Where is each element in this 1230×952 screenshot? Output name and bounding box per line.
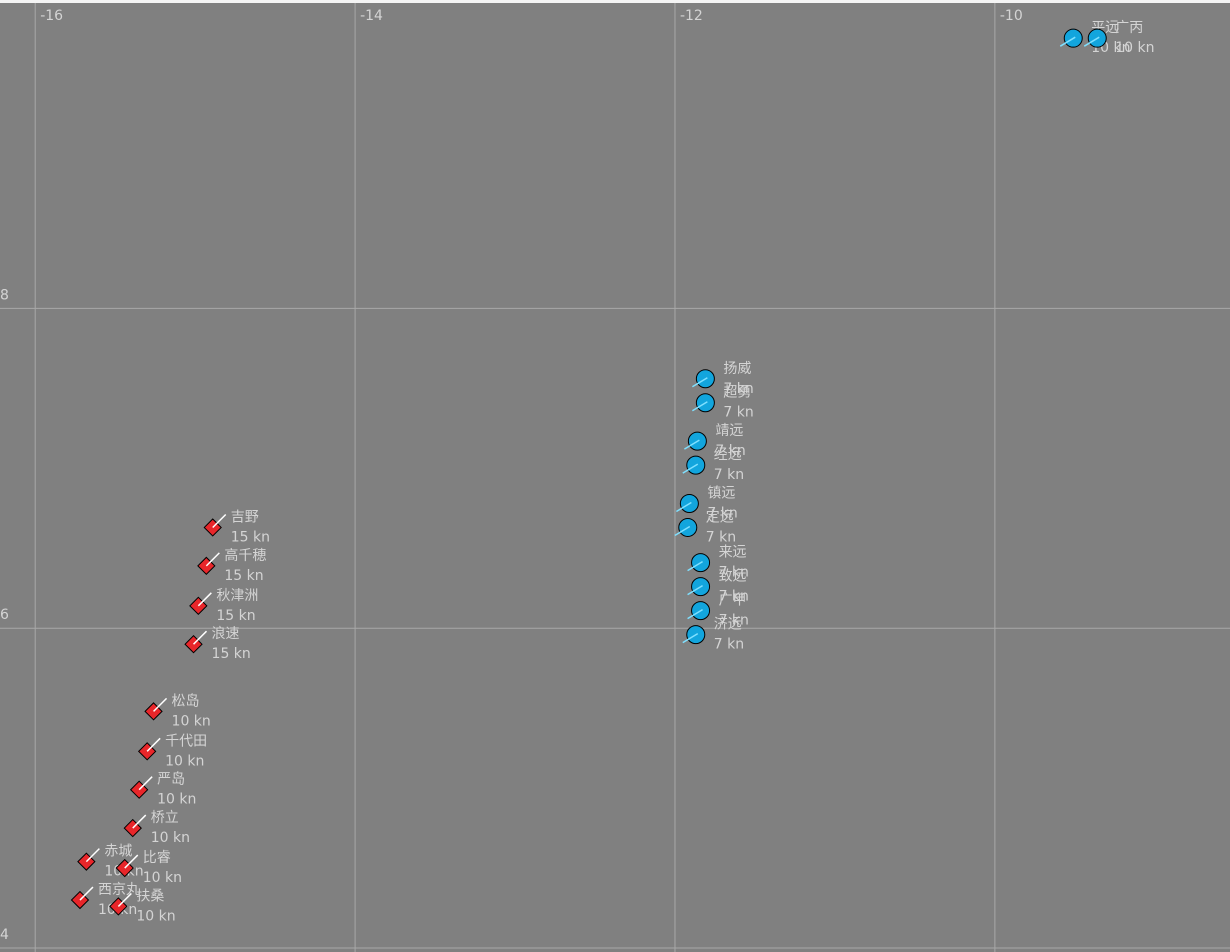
ship-name: 济远 bbox=[714, 617, 742, 633]
ship-speed: 15 kn bbox=[212, 646, 251, 662]
ship-speed: 7 kn bbox=[719, 613, 749, 629]
ship-heading bbox=[193, 630, 208, 645]
ship-heading bbox=[117, 892, 132, 907]
ship-name: 来远 bbox=[719, 545, 747, 561]
ship-heading bbox=[212, 513, 227, 528]
ship-speed: 10 kn bbox=[136, 908, 175, 924]
ship-name: 超勇 bbox=[723, 385, 751, 401]
ship-speed: 7 kn bbox=[715, 443, 745, 459]
top-border bbox=[0, 0, 1230, 3]
ship-name: 靖远 bbox=[715, 423, 743, 439]
ship-heading bbox=[691, 377, 708, 388]
ship-speed: 15 kn bbox=[224, 568, 263, 584]
ship-speed: 7 kn bbox=[706, 529, 736, 545]
x-tick-label: -10 bbox=[1000, 8, 1023, 24]
ship-speed: 7 kn bbox=[723, 405, 753, 421]
ship-heading bbox=[146, 737, 161, 752]
ship-heading bbox=[683, 439, 700, 450]
ship-name: 吉野 bbox=[231, 509, 259, 525]
ship-heading bbox=[1083, 36, 1100, 47]
ship-name: 比睿 bbox=[143, 850, 171, 866]
ship-speed: 7 kn bbox=[723, 381, 753, 397]
y-tick-label: 4 bbox=[0, 927, 9, 943]
ship-speed: 10 kn bbox=[157, 792, 196, 808]
ship-heading bbox=[682, 463, 699, 474]
ship-name: 镇远 bbox=[707, 485, 735, 501]
ship-heading bbox=[687, 584, 703, 596]
ship-name: 西京丸 bbox=[98, 882, 140, 898]
ship-heading bbox=[132, 814, 147, 829]
ship-heading bbox=[79, 886, 94, 901]
ship-name: 秋津洲 bbox=[216, 588, 258, 604]
ship-name: 高千穂 bbox=[224, 547, 266, 564]
ship-name: 广丙 bbox=[1115, 20, 1143, 36]
ship-speed: 7 kn bbox=[719, 565, 749, 581]
map-background bbox=[0, 3, 1230, 952]
ship-name: 定远 bbox=[706, 509, 734, 525]
ship-speed: 7 kn bbox=[714, 637, 744, 653]
ship-speed: 7 kn bbox=[714, 467, 744, 483]
ship-name: 赤城 bbox=[104, 844, 132, 860]
ship-name: 桥立 bbox=[151, 810, 179, 826]
ship-speed: 7 kn bbox=[707, 505, 737, 521]
ship-heading bbox=[691, 401, 708, 412]
ship-speed: 10 kn bbox=[172, 713, 211, 729]
ship-name: 扶桑 bbox=[136, 888, 164, 904]
ship-speed: 10 kn bbox=[165, 753, 204, 769]
y-tick-label: 6 bbox=[0, 607, 9, 623]
x-tick-label: -12 bbox=[680, 8, 703, 24]
ship-name: 广甲 bbox=[719, 593, 747, 609]
ship-name: 松岛 bbox=[172, 693, 200, 709]
ship-name: 千代田 bbox=[165, 733, 207, 749]
ship-speed: 7 kn bbox=[719, 589, 749, 605]
ship-heading bbox=[687, 561, 703, 572]
ship-heading bbox=[682, 632, 699, 644]
ship-heading bbox=[674, 525, 691, 537]
ship-heading bbox=[124, 854, 139, 869]
ship-heading bbox=[675, 501, 692, 513]
ship-heading bbox=[197, 592, 212, 607]
ship-name: 严岛 bbox=[157, 772, 185, 788]
ship-speed: 10 kn bbox=[1115, 40, 1154, 56]
ship-heading bbox=[85, 848, 100, 863]
ship-speed: 10 kn bbox=[151, 830, 190, 846]
x-tick-label: -14 bbox=[360, 8, 383, 24]
ship-speed: 10 kn bbox=[143, 870, 182, 886]
ship-name: 经远 bbox=[714, 447, 742, 463]
ship-heading bbox=[687, 608, 703, 620]
ship-name: 致远 bbox=[719, 569, 747, 585]
ship-speed: 15 kn bbox=[231, 529, 270, 545]
ship-heading bbox=[1059, 36, 1076, 47]
y-tick-label: 8 bbox=[0, 287, 9, 303]
x-tick-label: -16 bbox=[40, 8, 63, 24]
ship-name: 浪速 bbox=[212, 626, 240, 642]
ship-heading bbox=[153, 697, 168, 712]
ship-heading bbox=[205, 552, 220, 567]
ship-heading bbox=[138, 776, 153, 791]
ship-speed: 15 kn bbox=[216, 608, 255, 624]
ship-name: 扬威 bbox=[723, 361, 751, 377]
